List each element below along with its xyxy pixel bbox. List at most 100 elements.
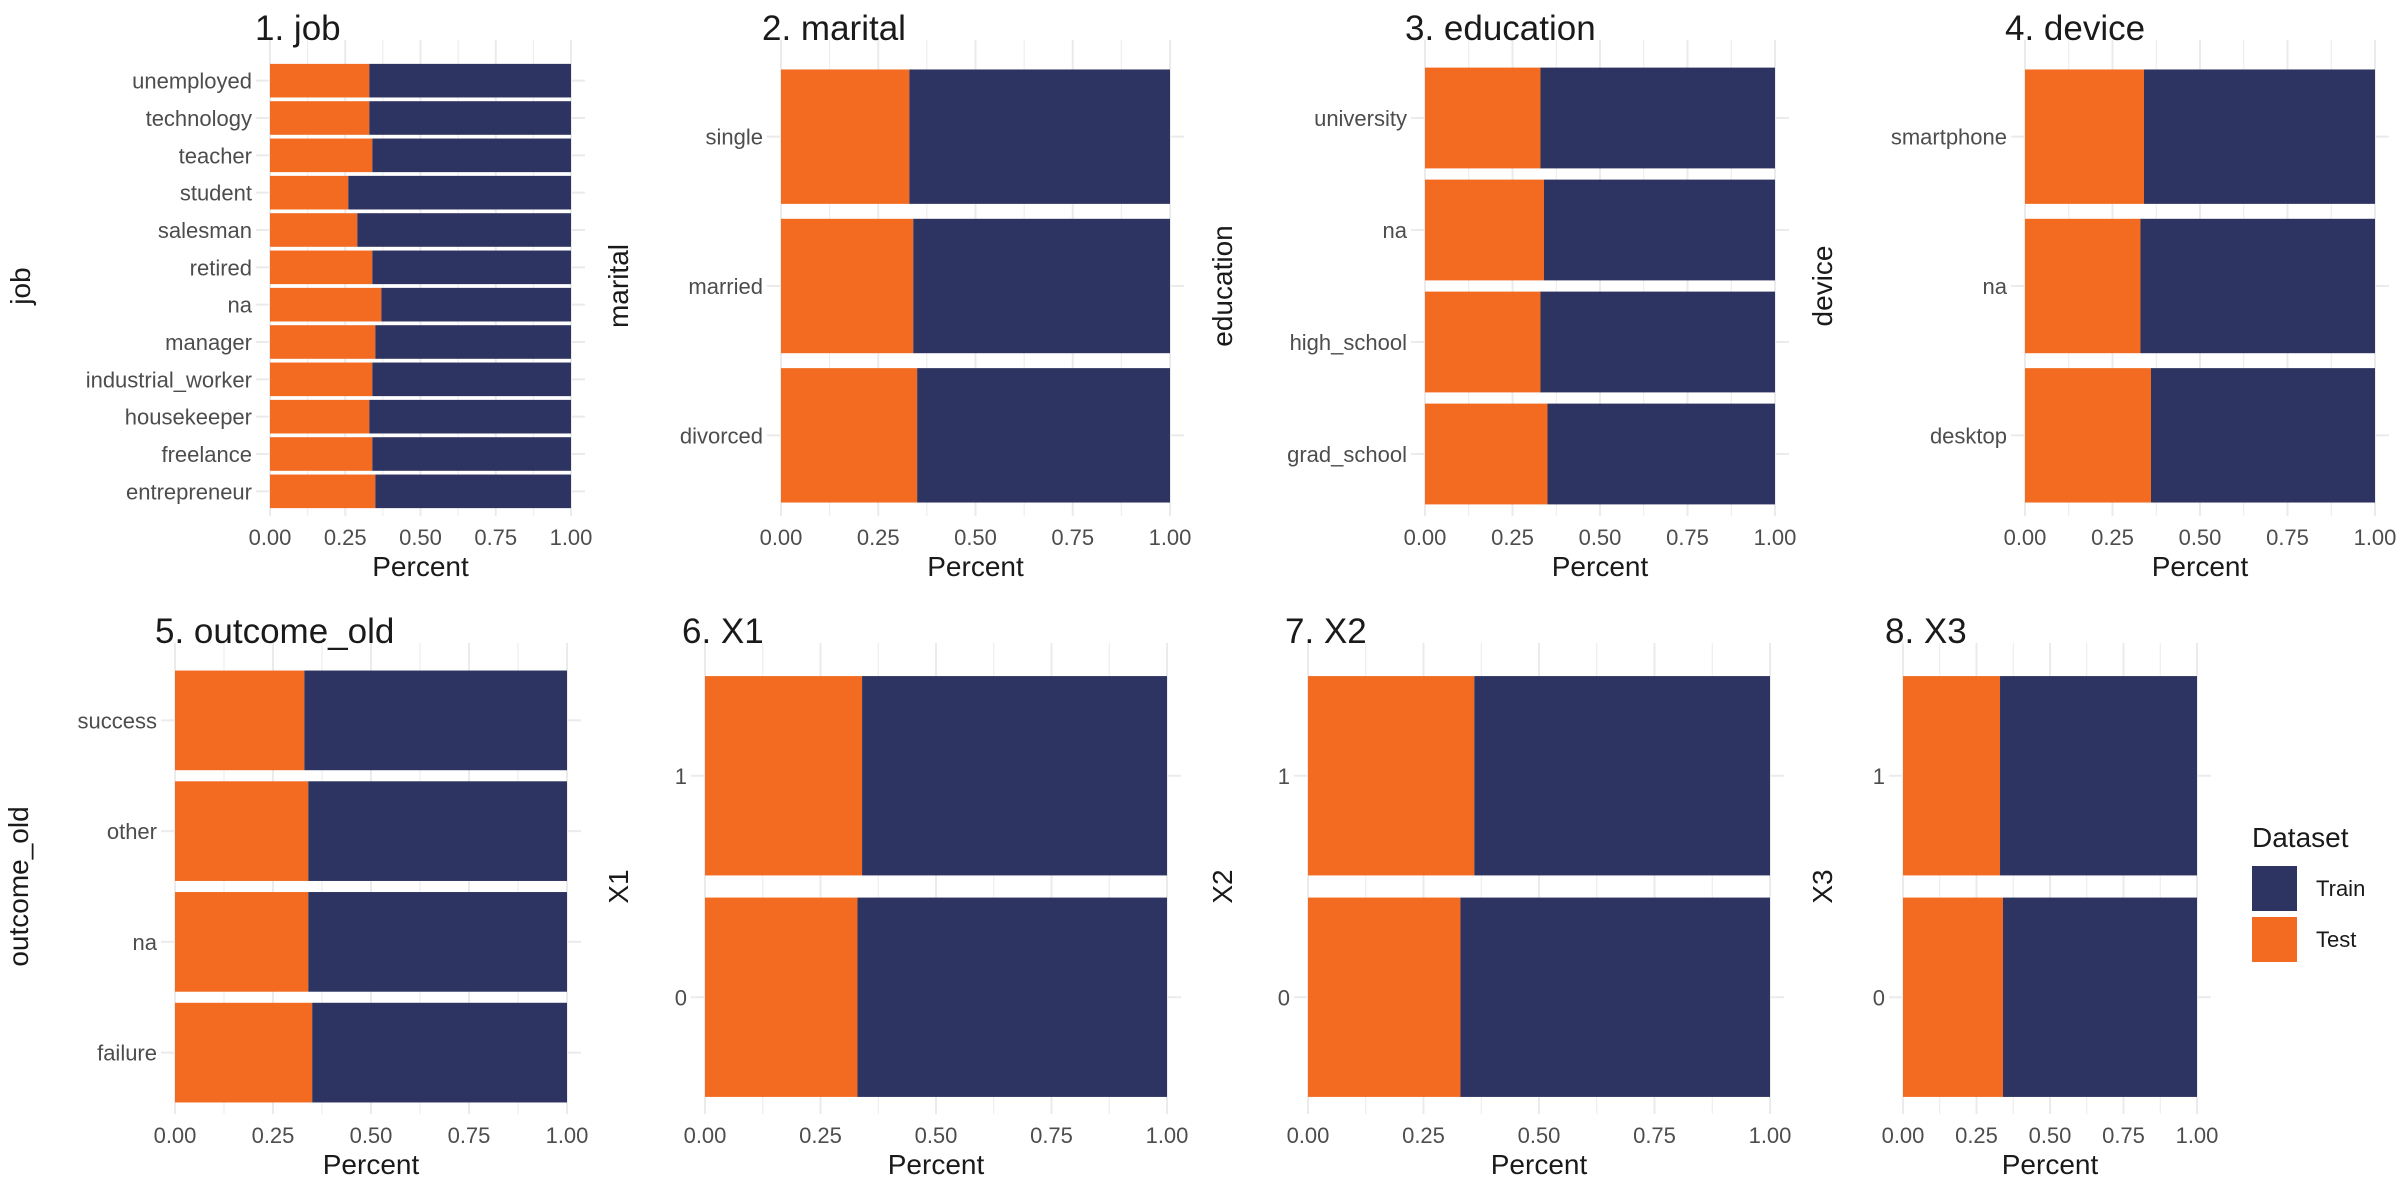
x-tick-label: 0.00 bbox=[154, 1123, 197, 1148]
bar-test bbox=[1425, 67, 1541, 169]
bar-test bbox=[270, 325, 376, 359]
panel-title: 1. job bbox=[255, 9, 341, 48]
bar-test bbox=[2025, 368, 2151, 503]
bar-test bbox=[175, 670, 305, 771]
bar-train bbox=[2151, 368, 2375, 503]
y-axis-title: marital bbox=[603, 244, 634, 328]
bar-train bbox=[304, 670, 567, 771]
x-axis-title: Percent bbox=[372, 551, 469, 582]
bar-train bbox=[369, 399, 571, 434]
category-label: 1 bbox=[1278, 764, 1290, 789]
x-tick-label: 0.25 bbox=[1402, 1123, 1445, 1148]
category-label: industrial_worker bbox=[86, 367, 252, 392]
category-label: na bbox=[228, 293, 253, 318]
bar-train bbox=[917, 368, 1170, 503]
x-tick-label: 0.50 bbox=[954, 525, 997, 550]
bar-test bbox=[781, 218, 914, 354]
category-label: single bbox=[706, 125, 763, 150]
x-tick-label: 1.00 bbox=[1146, 1123, 1189, 1148]
bar-train bbox=[357, 213, 571, 247]
bar-test bbox=[270, 213, 358, 247]
bar-test bbox=[270, 138, 373, 173]
legend-swatch-train bbox=[2252, 866, 2297, 911]
x-tick-label: 0.25 bbox=[324, 525, 367, 550]
legend-swatch-test bbox=[2252, 917, 2297, 962]
panel-title: 3. education bbox=[1405, 9, 1596, 48]
x-tick-label: 1.00 bbox=[546, 1123, 589, 1148]
x-tick-label: 0.25 bbox=[1955, 1123, 1998, 1148]
category-label: na bbox=[1383, 218, 1408, 243]
x-tick-label: 0.00 bbox=[2004, 525, 2047, 550]
panel-title: 8. X3 bbox=[1885, 612, 1967, 651]
bar-train bbox=[2002, 897, 2197, 1097]
x-axis-title: Percent bbox=[888, 1149, 985, 1180]
x-tick-label: 0.00 bbox=[249, 525, 292, 550]
category-label: grad_school bbox=[1287, 442, 1407, 467]
category-label: entrepreneur bbox=[126, 479, 252, 504]
bar-train bbox=[372, 362, 571, 397]
bar-train bbox=[369, 63, 571, 98]
x-tick-label: 0.50 bbox=[2029, 1123, 2072, 1148]
bar-train bbox=[308, 781, 567, 881]
y-axis-title: education bbox=[1207, 225, 1238, 346]
panel-title: 4. device bbox=[2005, 9, 2145, 48]
bar-train bbox=[1547, 403, 1775, 505]
bar-test bbox=[1903, 897, 2003, 1097]
bar-train bbox=[857, 897, 1167, 1097]
y-axis-title: device bbox=[1807, 246, 1838, 327]
x-tick-label: 0.00 bbox=[760, 525, 803, 550]
bar-train bbox=[2140, 218, 2375, 354]
y-axis-title: X1 bbox=[603, 869, 634, 903]
bar-test bbox=[1425, 291, 1541, 393]
x-tick-label: 0.75 bbox=[474, 525, 517, 550]
x-tick-label: 0.00 bbox=[1287, 1123, 1330, 1148]
x-tick-label: 0.75 bbox=[1666, 525, 1709, 550]
category-label: na bbox=[1983, 274, 2008, 299]
category-label: other bbox=[107, 819, 157, 844]
x-tick-label: 0.75 bbox=[1633, 1123, 1676, 1148]
x-tick-label: 0.25 bbox=[2091, 525, 2134, 550]
bar-train bbox=[913, 218, 1170, 354]
legend-label-train: Train bbox=[2316, 876, 2365, 901]
x-tick-label: 0.75 bbox=[2266, 525, 2309, 550]
bar-test bbox=[270, 362, 373, 397]
bar-test bbox=[2025, 69, 2144, 204]
bar-train bbox=[909, 69, 1170, 204]
category-label: smartphone bbox=[1891, 125, 2007, 150]
category-label: failure bbox=[97, 1041, 157, 1066]
bar-train bbox=[372, 437, 571, 471]
panel-title: 5. outcome_old bbox=[155, 612, 394, 651]
x-axis-title: Percent bbox=[2002, 1149, 2099, 1180]
bar-train bbox=[1460, 897, 1770, 1097]
category-label: retired bbox=[190, 255, 252, 280]
category-label: unemployed bbox=[132, 69, 252, 94]
bar-test bbox=[1308, 897, 1461, 1097]
category-label: salesman bbox=[158, 218, 252, 243]
category-label: high_school bbox=[1290, 330, 1407, 355]
category-label: 1 bbox=[1873, 764, 1885, 789]
bar-train bbox=[2144, 69, 2375, 204]
bar-test bbox=[705, 897, 858, 1097]
x-tick-label: 0.50 bbox=[1579, 525, 1622, 550]
category-label: 0 bbox=[1278, 985, 1290, 1010]
bar-test bbox=[270, 474, 376, 509]
x-tick-label: 0.25 bbox=[1491, 525, 1534, 550]
x-tick-label: 0.75 bbox=[448, 1123, 491, 1148]
x-tick-label: 1.00 bbox=[550, 525, 593, 550]
bar-test bbox=[1308, 676, 1475, 876]
category-label: 1 bbox=[675, 764, 687, 789]
x-tick-label: 0.25 bbox=[857, 525, 900, 550]
bar-test bbox=[270, 437, 373, 471]
bar-train bbox=[2000, 676, 2197, 876]
x-tick-label: 1.00 bbox=[1749, 1123, 1792, 1148]
category-label: freelance bbox=[161, 442, 252, 467]
category-label: na bbox=[133, 930, 158, 955]
bar-train bbox=[1540, 291, 1775, 393]
x-axis-title: Percent bbox=[1491, 1149, 1588, 1180]
y-axis-title: X3 bbox=[1807, 869, 1838, 903]
bar-test bbox=[1425, 403, 1548, 505]
category-label: success bbox=[78, 708, 157, 733]
category-label: divorced bbox=[680, 423, 763, 448]
x-tick-label: 1.00 bbox=[1754, 525, 1797, 550]
